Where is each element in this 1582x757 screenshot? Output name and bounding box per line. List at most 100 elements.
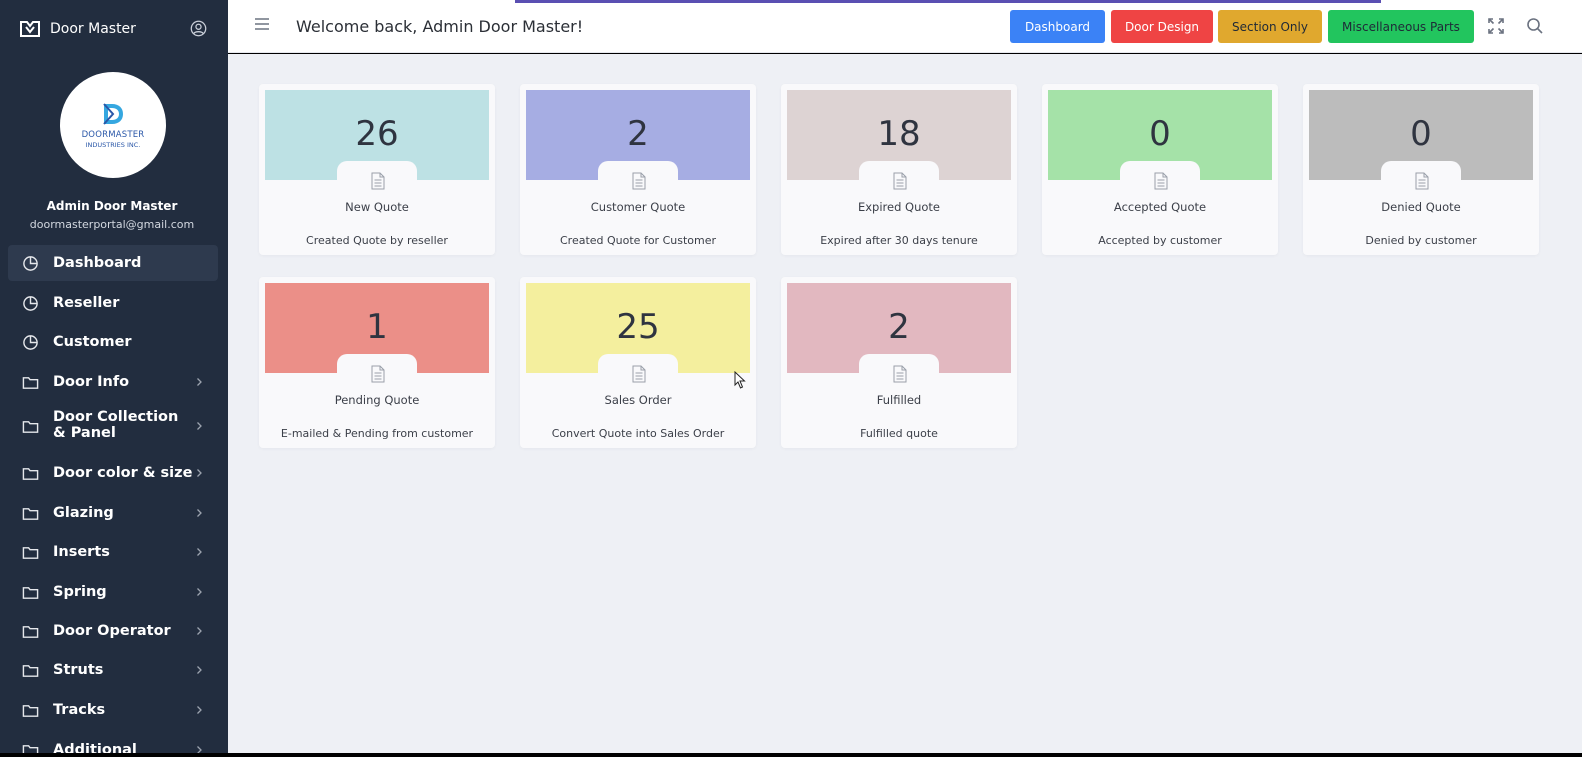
menu-toggle-icon[interactable]	[254, 17, 270, 31]
door-design-button[interactable]: Door Design	[1111, 10, 1213, 43]
doormaster-logo-icon	[103, 103, 123, 125]
stat-card-header: 26	[265, 90, 489, 180]
folder-icon	[22, 744, 39, 753]
welcome-message: Welcome back, Admin Door Master!	[296, 17, 584, 36]
brand[interactable]: Door Master	[18, 17, 136, 41]
stat-title: Pending Quote	[334, 393, 420, 407]
dashboard-button[interactable]: Dashboard	[1010, 10, 1105, 43]
stat-description: Created Quote for Customer	[559, 234, 717, 247]
document-icon	[1154, 172, 1168, 190]
stat-count: 25	[616, 307, 660, 347]
stat-description: E-mailed & Pending from customer	[280, 427, 474, 440]
sidebar-item-reseller[interactable]: Reseller	[8, 285, 218, 321]
fullscreen-icon[interactable]	[1487, 17, 1505, 35]
pie-chart-icon	[23, 255, 38, 271]
sidebar-item-door-info[interactable]: Door Info	[8, 364, 218, 400]
folder-icon	[22, 467, 39, 480]
sidebar-item-label: Tracks	[53, 701, 106, 718]
stat-card-denied-quote[interactable]: 0 Denied Quote Denied by customer	[1303, 84, 1539, 255]
sidebar-item-door-color-and-size[interactable]: Door color & size	[8, 455, 218, 491]
stat-card-expired-quote[interactable]: 18 Expired Quote Expired after 30 days ten…	[781, 84, 1017, 255]
stat-title: Sales Order	[604, 393, 672, 407]
door-master-logo-icon	[20, 21, 40, 37]
sidebar-item-label: Door Operator	[53, 622, 171, 639]
stat-title: Accepted Quote	[1113, 200, 1207, 214]
sidebar-item-door-operator[interactable]: Door Operator	[8, 613, 218, 649]
sidebar-item-label: Reseller	[53, 294, 120, 311]
chevron-right-icon	[197, 378, 202, 386]
stat-card-customer-quote[interactable]: 2 Customer Quote Created Quote for Custome…	[520, 84, 756, 255]
stat-description: Created Quote by reseller	[306, 234, 448, 247]
stat-count: 2	[888, 307, 910, 347]
folder-icon	[22, 546, 39, 559]
sidebar-item-tracks[interactable]: Tracks	[8, 692, 218, 728]
pie-chart-icon	[23, 295, 38, 311]
sidebar-item-label: Customer	[53, 333, 132, 350]
sidebar: Door Master DOORMASTER INDUSTRIES INC. A…	[0, 0, 228, 753]
folder-icon	[22, 507, 39, 520]
stat-description: Fulfilled quote	[860, 427, 938, 440]
chevron-right-icon	[197, 469, 202, 477]
sidebar-item-glazing[interactable]: Glazing	[8, 495, 218, 531]
stat-title: Denied Quote	[1381, 200, 1461, 214]
sidebar-item-struts[interactable]: Struts	[8, 652, 218, 688]
folder-icon	[22, 420, 39, 433]
document-icon	[371, 365, 385, 383]
folder-icon	[22, 376, 39, 389]
stat-card-pending-quote[interactable]: 1 Pending Quote E-mailed & Pending from cu…	[259, 277, 495, 448]
stat-description: Convert Quote into Sales Order	[551, 427, 725, 440]
stat-title: Fulfilled	[876, 393, 922, 407]
stat-card-new-quote[interactable]: 26 New Quote Created Quote by reseller	[259, 84, 495, 255]
stat-description: Denied by customer	[1365, 234, 1477, 247]
stat-card-accepted-quote[interactable]: 0 Accepted Quote Accepted by customer	[1042, 84, 1278, 255]
stat-card-fulfilled[interactable]: 2 Fulfilled Fulfilled quote	[781, 277, 1017, 448]
user-name: Admin Door Master	[46, 199, 178, 213]
user-profile-icon[interactable]	[190, 20, 207, 37]
sidebar-item-spring[interactable]: Spring	[8, 574, 218, 610]
sidebar-item-label: Door color & size	[53, 464, 193, 481]
chevron-right-icon	[197, 746, 202, 753]
stat-description: Accepted by customer	[1098, 234, 1222, 247]
stat-description: Expired after 30 days tenure	[820, 234, 978, 247]
logo-company-suffix: INDUSTRIES INC.	[85, 141, 141, 149]
sidebar-item-dashboard[interactable]: Dashboard	[8, 245, 218, 281]
stat-title: Expired Quote	[857, 200, 941, 214]
chevron-right-icon	[197, 706, 202, 714]
sidebar-item-additional[interactable]: Additional	[8, 732, 218, 753]
section-only-button[interactable]: Section Only	[1218, 10, 1322, 43]
document-icon	[893, 365, 907, 383]
sidebar-item-label: Spring	[53, 583, 107, 600]
folder-icon	[22, 664, 39, 677]
search-icon[interactable]	[1526, 17, 1544, 35]
stat-count: 26	[355, 114, 399, 154]
sidebar-item-door-collection-and-panel[interactable]: Door Collection & Panel	[8, 400, 218, 452]
document-icon	[632, 365, 646, 383]
stat-count: 0	[1149, 114, 1171, 154]
app-title: Door Master	[50, 21, 136, 37]
folder-icon	[22, 586, 39, 599]
stat-count: 0	[1410, 114, 1432, 154]
stat-count: 18	[877, 114, 921, 154]
sidebar-item-label: Door Collection & Panel	[53, 409, 179, 441]
pie-chart-icon	[23, 334, 38, 350]
chevron-right-icon	[197, 588, 202, 596]
dashboard-content: 26 New Quote Created Quote by reseller 2 Cus…	[228, 54, 1582, 753]
sidebar-item-label: Inserts	[53, 543, 110, 560]
sidebar-item-customer[interactable]: Customer	[8, 324, 218, 360]
stat-title: Customer Quote	[590, 200, 686, 214]
sidebar-item-label: Door Info	[53, 373, 130, 390]
document-icon	[632, 172, 646, 190]
stat-title: New Quote	[345, 200, 409, 214]
document-icon	[893, 172, 907, 190]
chevron-right-icon	[197, 509, 202, 517]
miscellaneous-parts-button[interactable]: Miscellaneous Parts	[1328, 10, 1474, 43]
chevron-right-icon	[197, 627, 202, 635]
sidebar-item-inserts[interactable]: Inserts	[8, 534, 218, 570]
stat-card-sales-order[interactable]: 25 Sales Order Convert Quote into Sales Or…	[520, 277, 756, 448]
folder-icon	[22, 625, 39, 638]
folder-icon	[22, 704, 39, 717]
sidebar-item-label: Additional	[53, 741, 137, 754]
user-email: doormasterportal@gmail.com	[29, 218, 195, 231]
chevron-right-icon	[197, 548, 202, 556]
company-logo: DOORMASTER INDUSTRIES INC.	[60, 72, 166, 178]
